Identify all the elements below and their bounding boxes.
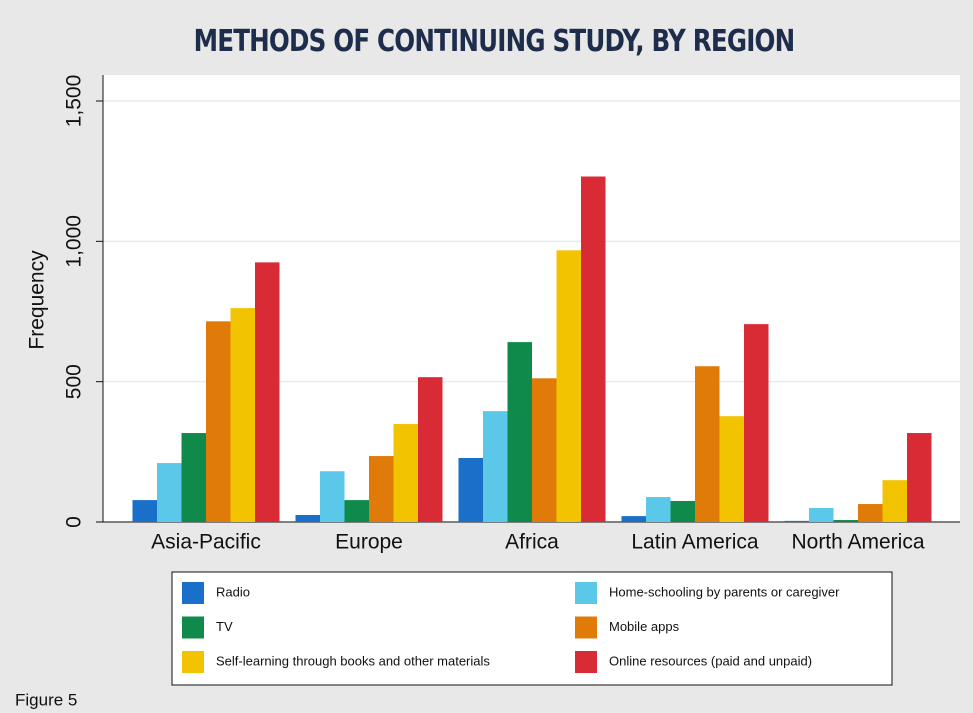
bar: [255, 262, 280, 522]
bar: [206, 321, 231, 522]
bar: [621, 516, 646, 522]
x-tick-label: North America: [791, 531, 924, 554]
bar: [744, 324, 769, 522]
x-tick-label: Latin America: [631, 531, 759, 554]
x-tick-label: Africa: [505, 531, 559, 554]
y-tick-label: 1,000: [63, 215, 86, 268]
bar: [532, 378, 557, 522]
caption: Figure 5: [15, 690, 77, 709]
legend-swatch: [182, 582, 204, 604]
x-tick-label: Europe: [335, 531, 403, 554]
y-tick-label: 500: [63, 364, 86, 399]
bar: [882, 480, 907, 522]
bar: [418, 377, 443, 522]
bar: [670, 500, 695, 522]
bar: [907, 433, 932, 522]
legend-swatch: [575, 616, 597, 639]
legend: [171, 571, 893, 686]
legend-label: Self-learning through books and other ma…: [216, 653, 490, 668]
legend-label: Online resources (paid and unpaid): [609, 653, 812, 668]
bar: [393, 424, 418, 522]
bar: [157, 463, 182, 522]
bar: [719, 416, 744, 522]
legend-label: TV: [216, 619, 233, 634]
bar: [507, 342, 532, 522]
bar: [369, 456, 394, 522]
bar: [230, 308, 255, 522]
legend-swatch: [575, 582, 597, 604]
bar: [809, 507, 834, 522]
bar: [458, 458, 483, 522]
bar: [320, 471, 345, 522]
y-tick-label: 1,500: [63, 75, 86, 128]
bar: [483, 411, 508, 522]
legend-swatch: [182, 651, 204, 673]
bar: [695, 366, 720, 522]
bar: [858, 504, 883, 522]
legend-label: Radio: [216, 584, 250, 599]
bar: [295, 514, 320, 522]
legend-label: Home-schooling by parents or caregiver: [609, 584, 840, 599]
x-tick-label: Asia-Pacific: [151, 531, 261, 554]
bar: [344, 500, 369, 522]
y-tick-label: 0: [63, 516, 86, 528]
bar: [556, 250, 581, 522]
legend-swatch: [182, 616, 204, 639]
bar: [181, 433, 206, 522]
bar: [784, 520, 809, 522]
bar: [833, 520, 858, 522]
bar: [132, 500, 157, 522]
bar: [581, 176, 606, 522]
chart-title: METHODS OF CONTINUING STUDY, BY REGION: [194, 25, 795, 59]
bar: [646, 497, 671, 522]
legend-label: Mobile apps: [609, 619, 680, 634]
legend-swatch: [575, 651, 597, 673]
y-axis-label: Frequency: [26, 250, 49, 350]
